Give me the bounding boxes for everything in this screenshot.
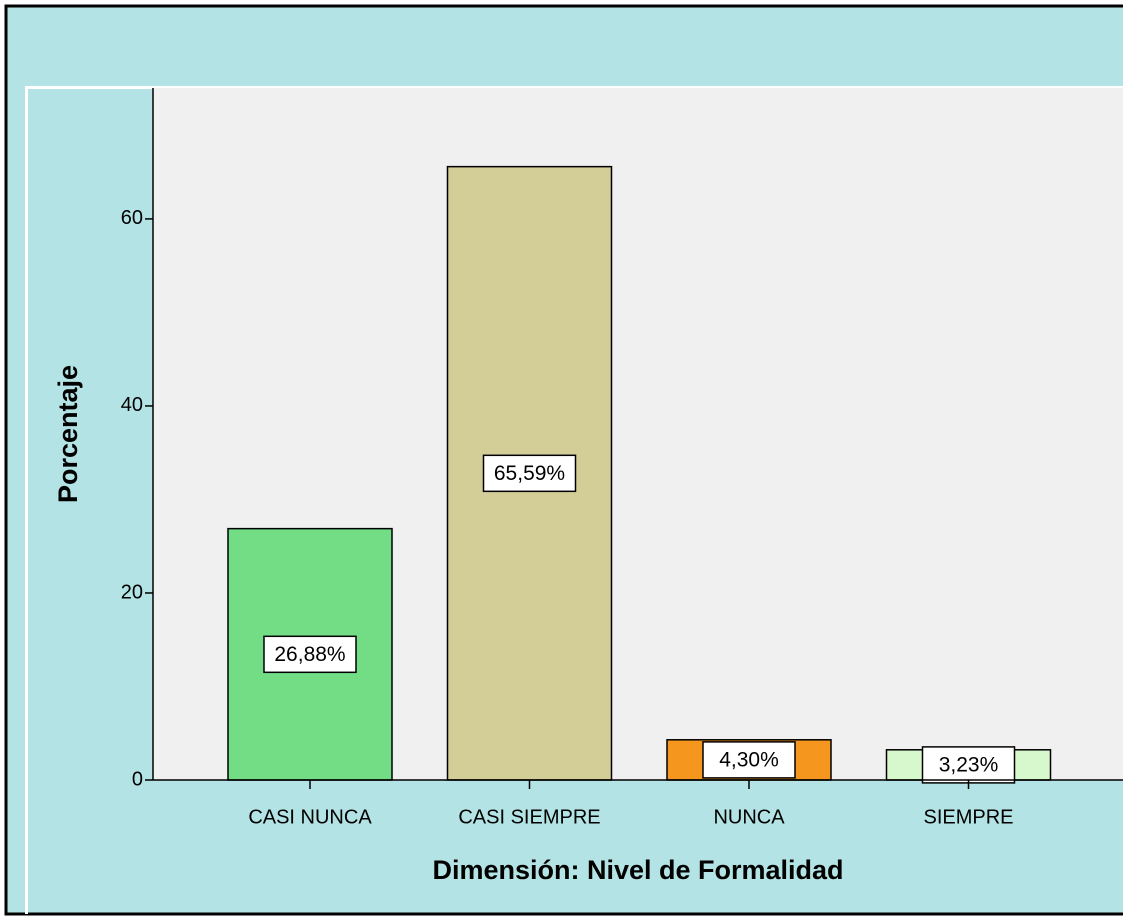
value-label: 65,59% xyxy=(494,462,565,485)
y-axis-title: Porcentaje xyxy=(53,365,83,503)
x-tick-label: CASI SIEMPRE xyxy=(458,806,600,828)
y-tick-label: 60 xyxy=(121,207,143,229)
value-label: 26,88% xyxy=(274,643,345,666)
x-axis-title: Dimensión: Nivel de Formalidad xyxy=(432,855,843,885)
value-label-box xyxy=(702,741,796,779)
panel-edge xyxy=(25,86,1123,89)
value-label: 4,30% xyxy=(719,748,779,771)
y-tick-label: 20 xyxy=(121,581,143,603)
value-label-box xyxy=(482,454,577,493)
value-label-box xyxy=(921,746,1016,784)
x-tick-label: NUNCA xyxy=(713,806,785,828)
x-tick-label: CASI NUNCA xyxy=(248,806,372,828)
value-label: 3,23% xyxy=(939,753,999,776)
value-label-box xyxy=(263,635,357,674)
y-tick-label: 0 xyxy=(132,768,143,790)
x-tick-label: SIEMPRE xyxy=(923,806,1013,828)
panel-edge xyxy=(25,86,28,914)
y-tick-label: 40 xyxy=(121,394,143,416)
